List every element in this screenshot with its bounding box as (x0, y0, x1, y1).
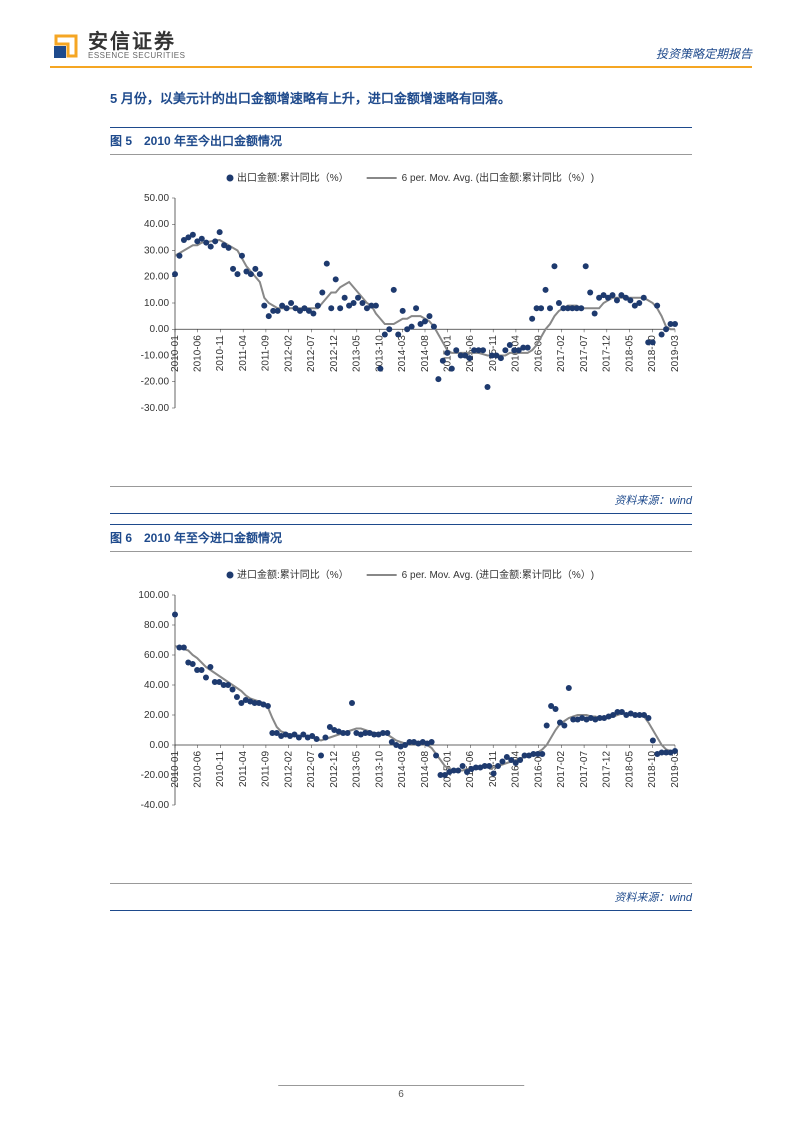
logo-cn: 安信证券 (88, 32, 185, 52)
chart5-source: 资料来源：wind (614, 495, 692, 507)
chart6-canvas (110, 560, 690, 870)
page-header: 安信证券 ESSENCE SECURITIES 投资策略定期报告 (50, 30, 752, 68)
logo-icon (50, 30, 82, 62)
chart6-section: 图 6 2010 年至今进口金额情况 资料来源：wind (110, 524, 692, 911)
page-number: 6 (278, 1085, 524, 1103)
chart5-canvas (110, 163, 690, 473)
logo-en: ESSENCE SECURITIES (88, 52, 185, 60)
logo-area: 安信证券 ESSENCE SECURITIES (50, 30, 185, 62)
chart5-section: 图 5 2010 年至今出口金额情况 资料来源：wind (110, 127, 692, 514)
intro-text: 5 月份，以美元计的出口金额增速略有上升，进口金额增速略有回落。 (110, 88, 752, 107)
chart5-title: 图 5 2010 年至今出口金额情况 (110, 134, 282, 148)
header-right-text: 投资策略定期报告 (656, 45, 752, 62)
chart6-title: 图 6 2010 年至今进口金额情况 (110, 531, 282, 545)
chart6-source: 资料来源：wind (614, 892, 692, 904)
